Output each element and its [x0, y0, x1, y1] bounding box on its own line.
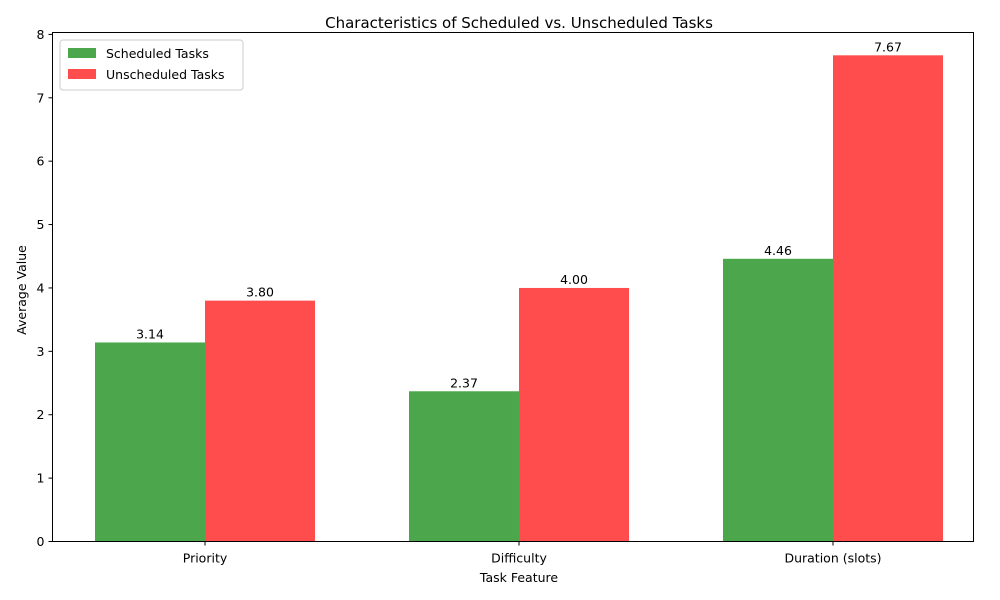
value-label: 4.46	[764, 243, 792, 258]
y-tick-label: 7	[37, 90, 45, 105]
value-label: 2.37	[450, 375, 478, 390]
bar-scheduled-0	[95, 342, 205, 542]
x-axis-label: Task Feature	[479, 570, 558, 585]
x-tick-label: Priority	[183, 551, 228, 566]
legend-swatch	[68, 69, 96, 79]
x-axis: Priority Difficulty Duration (slots)	[183, 541, 882, 566]
legend-box	[59, 39, 244, 91]
y-tick-label: 0	[37, 534, 45, 549]
y-tick-label: 6	[37, 154, 45, 169]
y-tick-label: 4	[37, 280, 45, 295]
value-label: 3.80	[246, 285, 274, 300]
bar-unscheduled-2	[833, 55, 943, 542]
chart-title: Characteristics of Scheduled vs. Unsched…	[325, 14, 713, 32]
bar-unscheduled-1	[519, 287, 629, 542]
plot-frame	[52, 32, 974, 542]
x-tick-label: Difficulty	[491, 551, 547, 566]
x-tick-label: Duration (slots)	[784, 551, 881, 566]
y-axis-label: Average Value	[14, 245, 29, 335]
legend-swatch	[68, 48, 96, 58]
y-tick-label: 1	[37, 471, 45, 486]
y-tick-label: 3	[37, 344, 45, 359]
bar-unscheduled-0	[205, 300, 315, 542]
value-labels-group: 3.14 2.37 4.46 3.80 4.00 7.67	[136, 39, 902, 390]
bars-group	[95, 55, 943, 542]
y-tick-label: 5	[37, 217, 45, 232]
legend-label: Scheduled Tasks	[106, 46, 209, 61]
bar-scheduled-1	[409, 391, 519, 542]
y-tick-label: 8	[37, 27, 45, 42]
bar-scheduled-2	[723, 258, 833, 542]
y-tick-label: 2	[37, 407, 45, 422]
legend-label: Unscheduled Tasks	[106, 67, 225, 82]
value-label: 3.14	[136, 326, 164, 341]
value-label: 7.67	[874, 39, 902, 54]
legend: Scheduled Tasks Unscheduled Tasks	[59, 39, 244, 91]
y-axis: 0 1 2 3 4 5 6 7 8	[37, 27, 53, 549]
value-label: 4.00	[560, 272, 588, 287]
